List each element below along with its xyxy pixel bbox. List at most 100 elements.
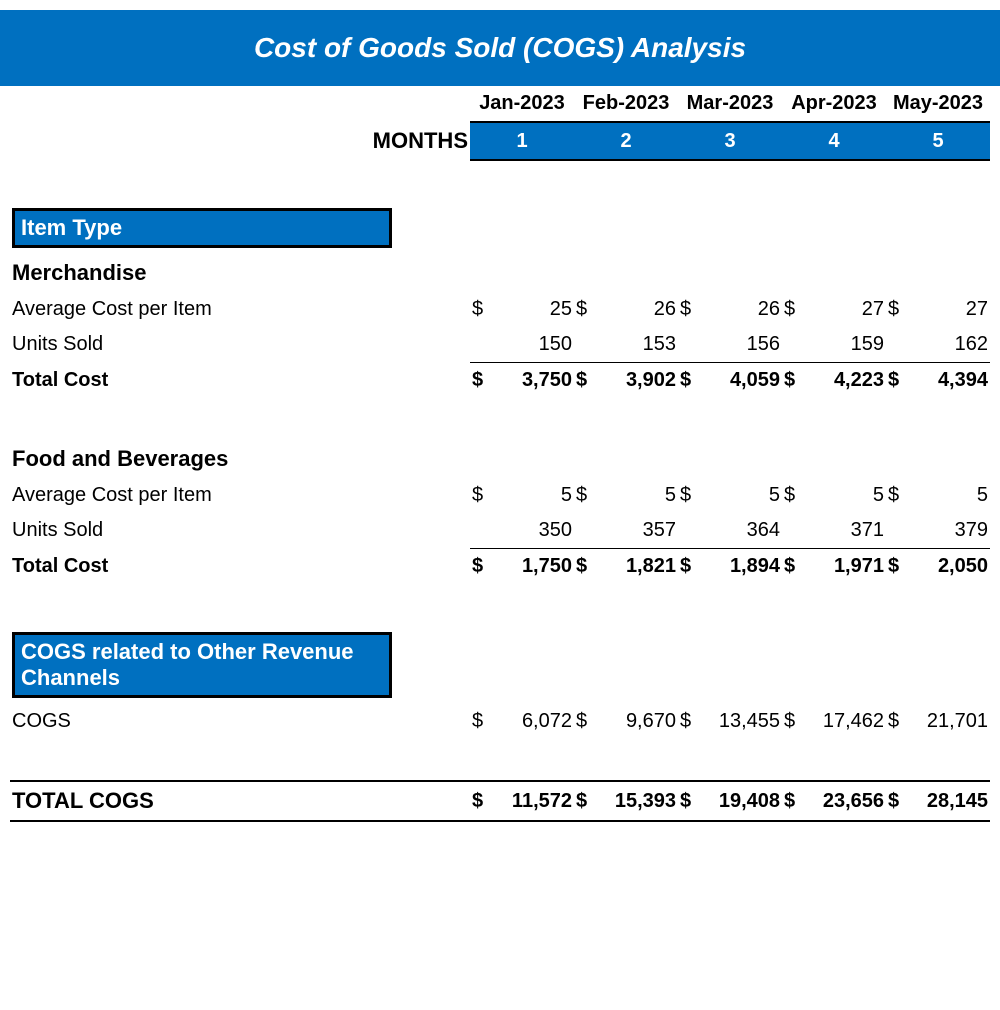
month-header-row: Jan-2023 Feb-2023 Mar-2023 Apr-2023 May-… bbox=[10, 86, 990, 122]
table-row-total: Total Cost $3,750 $3,902 $4,059 $4,223 $… bbox=[10, 363, 990, 399]
currency: $ bbox=[886, 478, 912, 513]
month-header: May-2023 bbox=[886, 86, 990, 122]
month-number: 5 bbox=[886, 122, 990, 160]
cell: 25 bbox=[496, 292, 574, 327]
currency: $ bbox=[574, 363, 600, 399]
category-row: Merchandise bbox=[10, 254, 990, 292]
currency: $ bbox=[678, 478, 704, 513]
section-other: COGS related to Other Revenue Channels bbox=[12, 632, 392, 698]
cell: 150 bbox=[496, 327, 574, 363]
currency: $ bbox=[470, 292, 496, 327]
cell: 5 bbox=[704, 478, 782, 513]
cell: 9,670 bbox=[600, 704, 678, 739]
currency: $ bbox=[470, 478, 496, 513]
food-title: Food and Beverages bbox=[10, 440, 470, 478]
currency: $ bbox=[782, 478, 808, 513]
month-header: Mar-2023 bbox=[678, 86, 782, 122]
cell: 15,393 bbox=[600, 781, 678, 821]
total-label: TOTAL COGS bbox=[10, 781, 470, 821]
table-row: Average Cost per Item $25 $26 $26 $27 $2… bbox=[10, 292, 990, 327]
currency: $ bbox=[782, 549, 808, 585]
currency: $ bbox=[886, 549, 912, 585]
currency: $ bbox=[782, 292, 808, 327]
cell: 27 bbox=[808, 292, 886, 327]
cell: 28,145 bbox=[912, 781, 990, 821]
cell: 23,656 bbox=[808, 781, 886, 821]
total-cogs-row: TOTAL COGS $11,572 $15,393 $19,408 $23,6… bbox=[10, 781, 990, 821]
cell: 4,059 bbox=[704, 363, 782, 399]
table-row: Units Sold 350 357 364 371 379 bbox=[10, 513, 990, 549]
cell: 153 bbox=[600, 327, 678, 363]
cell: 364 bbox=[704, 513, 782, 549]
cell: 2,050 bbox=[912, 549, 990, 585]
month-header: Apr-2023 bbox=[782, 86, 886, 122]
currency: $ bbox=[886, 292, 912, 327]
currency: $ bbox=[470, 704, 496, 739]
cell: 4,394 bbox=[912, 363, 990, 399]
currency: $ bbox=[470, 549, 496, 585]
row-label: Units Sold bbox=[10, 513, 470, 549]
cell: 21,701 bbox=[912, 704, 990, 739]
currency: $ bbox=[886, 363, 912, 399]
category-row: Food and Beverages bbox=[10, 440, 990, 478]
month-number-row: MONTHS 1 2 3 4 5 bbox=[10, 122, 990, 160]
cell: 5 bbox=[600, 478, 678, 513]
currency: $ bbox=[678, 781, 704, 821]
cell: 379 bbox=[912, 513, 990, 549]
cogs-table: Jan-2023 Feb-2023 Mar-2023 Apr-2023 May-… bbox=[10, 86, 990, 822]
cell: 19,408 bbox=[704, 781, 782, 821]
currency: $ bbox=[574, 549, 600, 585]
cell: 1,750 bbox=[496, 549, 574, 585]
month-header: Jan-2023 bbox=[470, 86, 574, 122]
cell: 4,223 bbox=[808, 363, 886, 399]
cell: 17,462 bbox=[808, 704, 886, 739]
month-number: 1 bbox=[470, 122, 574, 160]
month-header: Feb-2023 bbox=[574, 86, 678, 122]
row-label: Total Cost bbox=[10, 363, 470, 399]
cell: 162 bbox=[912, 327, 990, 363]
table-row-total: Total Cost $1,750 $1,821 $1,894 $1,971 $… bbox=[10, 549, 990, 585]
cell: 5 bbox=[912, 478, 990, 513]
currency: $ bbox=[886, 704, 912, 739]
currency: $ bbox=[678, 363, 704, 399]
section-item-type: Item Type bbox=[12, 208, 392, 248]
month-number: 2 bbox=[574, 122, 678, 160]
currency: $ bbox=[678, 704, 704, 739]
cell: 5 bbox=[496, 478, 574, 513]
currency: $ bbox=[574, 292, 600, 327]
cell: 156 bbox=[704, 327, 782, 363]
currency: $ bbox=[886, 781, 912, 821]
currency: $ bbox=[678, 292, 704, 327]
section-row: COGS related to Other Revenue Channels bbox=[10, 626, 990, 704]
table-row: Units Sold 150 153 156 159 162 bbox=[10, 327, 990, 363]
merch-title: Merchandise bbox=[10, 254, 470, 292]
cell: 159 bbox=[808, 327, 886, 363]
currency: $ bbox=[782, 781, 808, 821]
cell: 350 bbox=[496, 513, 574, 549]
cell: 1,821 bbox=[600, 549, 678, 585]
row-label: Average Cost per Item bbox=[10, 292, 470, 327]
month-number: 4 bbox=[782, 122, 886, 160]
page-title: Cost of Goods Sold (COGS) Analysis bbox=[0, 10, 1000, 86]
currency: $ bbox=[574, 704, 600, 739]
cell: 3,750 bbox=[496, 363, 574, 399]
cell: 6,072 bbox=[496, 704, 574, 739]
cell: 13,455 bbox=[704, 704, 782, 739]
currency: $ bbox=[782, 704, 808, 739]
row-label: Total Cost bbox=[10, 549, 470, 585]
cell: 26 bbox=[704, 292, 782, 327]
currency: $ bbox=[574, 781, 600, 821]
table-row: Average Cost per Item $5 $5 $5 $5 $5 bbox=[10, 478, 990, 513]
row-label: Units Sold bbox=[10, 327, 470, 363]
cell: 371 bbox=[808, 513, 886, 549]
row-label: Average Cost per Item bbox=[10, 478, 470, 513]
currency: $ bbox=[574, 478, 600, 513]
month-number: 3 bbox=[678, 122, 782, 160]
table-row: COGS $6,072 $9,670 $13,455 $17,462 $21,7… bbox=[10, 704, 990, 739]
currency: $ bbox=[678, 549, 704, 585]
cell: 5 bbox=[808, 478, 886, 513]
cell: 11,572 bbox=[496, 781, 574, 821]
row-label: COGS bbox=[10, 704, 470, 739]
currency: $ bbox=[782, 363, 808, 399]
currency: $ bbox=[470, 363, 496, 399]
